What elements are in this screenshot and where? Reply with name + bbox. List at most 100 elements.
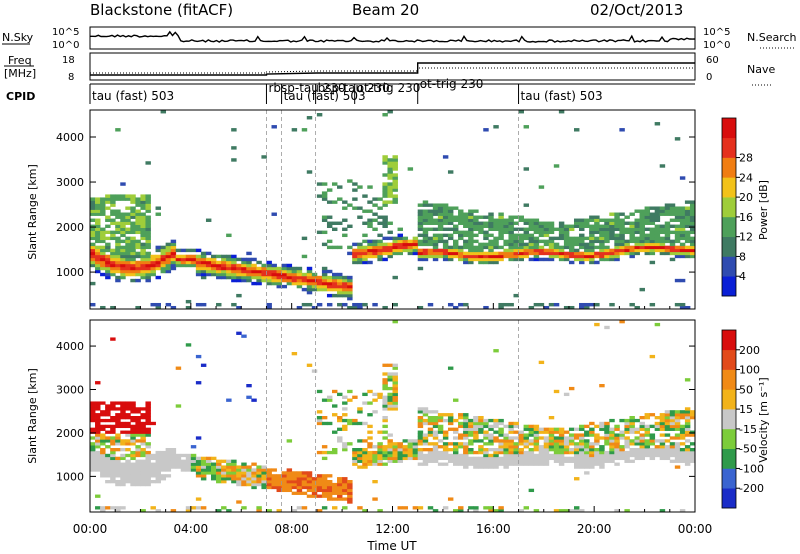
heatmap-cell [135, 197, 141, 201]
heatmap-cell [412, 239, 419, 244]
heatmap-cell [165, 245, 172, 250]
heatmap-cell [306, 287, 313, 292]
heatmap-cell [316, 302, 323, 307]
heatmap-cell [558, 251, 565, 256]
heatmap-cell [679, 248, 686, 253]
heatmap-cell [135, 462, 141, 466]
heatmap-cell [372, 203, 378, 207]
heatmap-cell [357, 251, 363, 256]
heatmap-cell [558, 509, 565, 513]
heatmap-cell [568, 459, 575, 463]
heatmap-cell [473, 459, 479, 463]
heatmap-cell [185, 248, 192, 253]
heatmap-cell [90, 462, 96, 466]
heatmap-cell [130, 424, 136, 429]
heatmap-cell [574, 477, 580, 481]
heatmap-cell [503, 453, 509, 458]
heatmap-cell [458, 459, 464, 463]
heatmap-cell [553, 448, 560, 452]
heatmap-cell [135, 215, 141, 219]
heatmap-cell [679, 206, 686, 210]
heatmap-cell [241, 477, 247, 481]
heatmap-cell [493, 254, 499, 259]
heatmap-cell [95, 456, 101, 461]
heatmap-cell [437, 450, 444, 455]
heatmap-cell [584, 236, 590, 241]
heatmap-cell [659, 227, 666, 232]
heatmap-cell [609, 448, 615, 452]
heatmap-cell [261, 278, 267, 283]
heatmap-cell [574, 248, 580, 253]
heatmap-cell [432, 424, 439, 429]
heatmap-cell [493, 260, 499, 265]
nsky-label: N.Sky [2, 31, 34, 44]
heatmap-cell [684, 445, 691, 449]
heatmap-cell [130, 453, 136, 458]
heatmap-cell [216, 471, 222, 475]
heatmap-cell [95, 404, 101, 408]
heatmap-cell [367, 200, 373, 204]
heatmap-cell [226, 263, 232, 268]
velocity-y-label: Slant Range [km] [26, 368, 39, 464]
heatmap-cell [316, 418, 323, 423]
heatmap-cell [100, 456, 106, 461]
heatmap-cell [427, 203, 434, 207]
heatmap-cell [130, 474, 136, 478]
heatmap-cell [90, 436, 96, 440]
heatmap-cell [624, 453, 630, 458]
heatmap-cell [422, 200, 429, 204]
colorbar-swatch [722, 216, 736, 237]
heatmap-cell [190, 263, 197, 268]
heatmap-cell [100, 197, 106, 201]
heatmap-cell [140, 227, 146, 232]
heatmap-cell [155, 456, 161, 461]
heatmap-cell [568, 254, 575, 259]
heatmap-cell [568, 442, 575, 446]
power-colorbar-label: Power [dB] [757, 180, 770, 240]
heatmap-cell [478, 459, 484, 463]
heatmap-cell [468, 421, 474, 426]
heatmap-cell [513, 445, 519, 449]
heatmap-cell [568, 248, 575, 253]
heatmap-cell [347, 421, 353, 426]
heatmap-cell [337, 245, 343, 250]
heatmap-cell [140, 245, 146, 250]
heatmap-cell [362, 462, 368, 466]
heatmap-cell [609, 450, 615, 455]
heatmap-cell [301, 485, 308, 490]
heatmap-cell [634, 251, 640, 256]
heatmap-cell [135, 227, 141, 232]
heatmap-cell [311, 488, 318, 493]
heatmap-cell [447, 302, 454, 307]
heatmap-cell [584, 471, 590, 475]
heatmap-cell [372, 445, 378, 449]
heatmap-cell [649, 439, 656, 443]
heatmap-cell [644, 221, 651, 225]
heatmap-cell [337, 185, 343, 189]
heatmap-cell [347, 442, 353, 446]
heatmap-cell [518, 456, 524, 461]
heatmap-cell [523, 445, 530, 449]
heatmap-cell [629, 424, 635, 429]
heatmap-cell [251, 471, 257, 475]
heatmap-cell [367, 239, 373, 244]
heatmap-cell [574, 506, 580, 510]
heatmap-cell [538, 436, 545, 440]
heatmap-cell [150, 269, 156, 274]
heatmap-cell [432, 248, 439, 253]
heatmap-cell [498, 302, 504, 307]
heatmap-cell [442, 203, 449, 207]
heatmap-cell [574, 251, 580, 256]
heatmap-cell [90, 281, 96, 286]
heatmap-cell [528, 248, 535, 253]
colorbar-tick-label: 15 [739, 403, 753, 416]
heatmap-cell [316, 450, 323, 455]
heatmap-cell [473, 424, 479, 429]
heatmap-cell [286, 477, 293, 481]
heatmap-cell [674, 424, 681, 429]
heatmap-cell [533, 257, 540, 262]
heatmap-cell [372, 212, 378, 216]
heatmap-cell [296, 506, 303, 510]
heatmap-cell [649, 456, 656, 461]
heatmap-cell [130, 254, 136, 259]
